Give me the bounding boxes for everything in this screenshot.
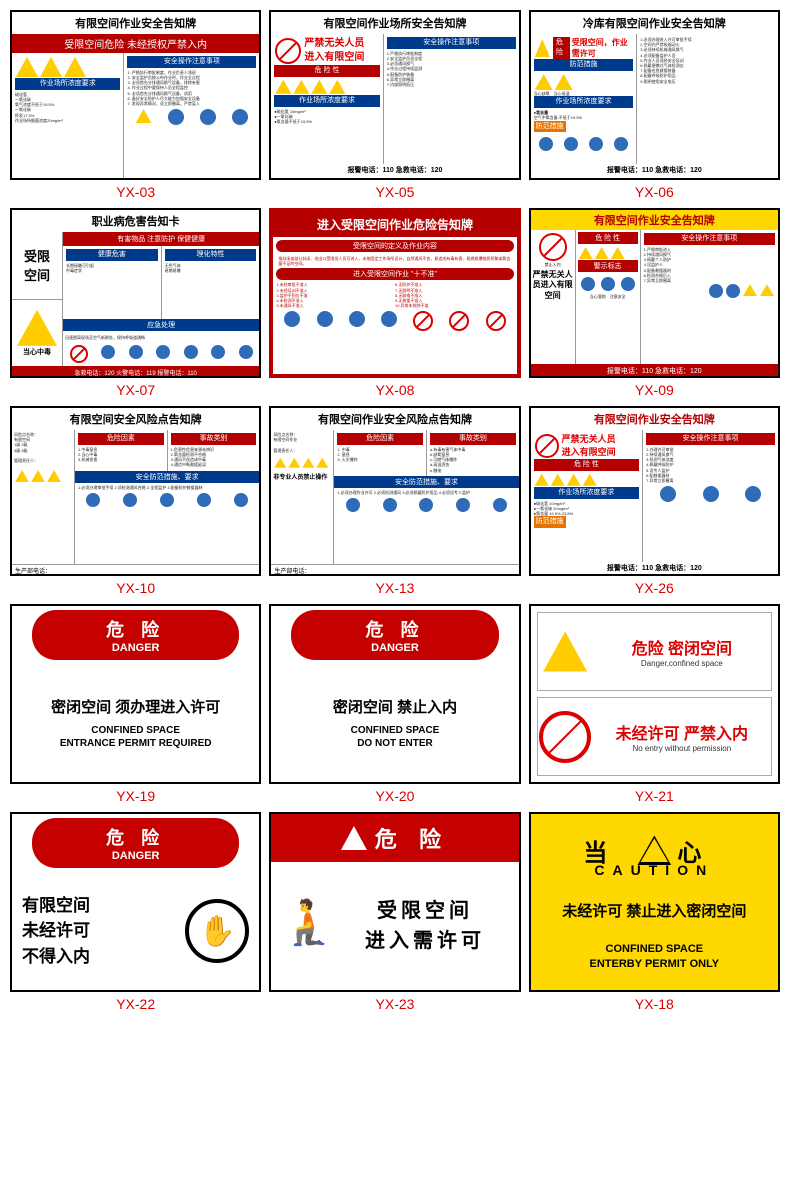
sign-yx10: 有限空间安全风险点告知牌 风险点名称： 有限空间 1级 2级 3级 4级 管理责… xyxy=(10,406,261,576)
card-yx08: 进入受限空间作业危险告知牌 受限空间的定义及作业内容 指封闭或部分封闭、进出口受… xyxy=(269,208,520,398)
warning-triangle-icon xyxy=(341,826,367,850)
card-yx21: 危险 密闭空间Danger,confined space 未经许可 严禁入内No… xyxy=(529,604,780,804)
title: 有限空间作业安全告知牌 xyxy=(12,12,259,34)
sign-yx19: 危 险 DANGER 密闭空间 须办理进入许可 CONFINED SPACE E… xyxy=(10,604,261,784)
sign-yx20: 危 险 DANGER 密闭空间 禁止入内 CONFINED SPACE DO N… xyxy=(269,604,520,784)
card-yx05: 有限空间作业场所安全告知牌 严禁无关人员 进入有限空间 危 险 性 作业场所浓度… xyxy=(269,10,520,200)
card-yx18: 当心 CAUTION 未经许可 禁止进入密闭空间 CONFINED SPACE … xyxy=(529,812,780,1012)
sign-yx08: 进入受限空间作业危险告知牌 受限空间的定义及作业内容 指封闭或部分封闭、进出口受… xyxy=(269,208,520,378)
card-yx20: 危 险 DANGER 密闭空间 禁止入内 CONFINED SPACE DO N… xyxy=(269,604,520,804)
card-yx26: 有限空间作业安全告知牌 严禁无关人员 进入有限空间 危 险 性 作业场所浓度要求… xyxy=(529,406,780,596)
card-yx06: 冷库有限空间作业安全告知牌 危险受限空间，作业需许可 防范措施 当心缺氧 当心低… xyxy=(529,10,780,200)
person-climb-icon: 🧎 xyxy=(281,896,341,956)
subtitle: 受限空间危险 未经授权严禁入内 xyxy=(12,34,259,53)
card-yx13: 有限空间作业安全风险点告知牌 风险点名称： 有限空间作业 管理责任人： 非专业人… xyxy=(269,406,520,596)
sign-yx13: 有限空间作业安全风险点告知牌 风险点名称： 有限空间作业 管理责任人： 非专业人… xyxy=(269,406,520,576)
card-yx10: 有限空间安全风险点告知牌 风险点名称： 有限空间 1级 2级 3级 4级 管理责… xyxy=(10,406,261,596)
label: YX-03 xyxy=(116,184,155,200)
sign-yx05: 有限空间作业场所安全告知牌 严禁无关人员 进入有限空间 危 险 性 作业场所浓度… xyxy=(269,10,520,180)
sign-yx18: 当心 CAUTION 未经许可 禁止进入密闭空间 CONFINED SPACE … xyxy=(529,812,780,992)
sign-yx26: 有限空间作业安全告知牌 严禁无关人员 进入有限空间 危 险 性 作业场所浓度要求… xyxy=(529,406,780,576)
card-yx22: 危 险 DANGER 有限空间 未经许可 不得入内 ✋ YX-22 xyxy=(10,812,261,1012)
sign-grid: 有限空间作业安全告知牌 受限空间危险 未经授权严禁入内 作业场所浓度要求 硫化氢… xyxy=(10,10,780,1012)
sign-yx22: 危 险 DANGER 有限空间 未经许可 不得入内 ✋ xyxy=(10,812,261,992)
danger-header: 危 险 DANGER xyxy=(32,610,239,660)
card-yx23: 危 险 🧎 受限空间 进入需许可 YX-23 xyxy=(269,812,520,1012)
card-yx09: 有限空间作业安全告知牌 禁止入内 严禁无关人员进入有限空间 危 险 性 警示标志… xyxy=(529,208,780,398)
sign-yx07: 职业病危害告知卡 受限 空间 当心中毒 有害物品 注意防护 保健健康 健康危害长… xyxy=(10,208,261,378)
sign-yx21: 危险 密闭空间Danger,confined space 未经许可 严禁入内No… xyxy=(529,604,780,784)
caution-triangle-icon xyxy=(637,835,671,865)
sign-yx06: 冷库有限空间作业安全告知牌 危险受限空间，作业需许可 防范措施 当心缺氧 当心低… xyxy=(529,10,780,180)
sign-yx09: 有限空间作业安全告知牌 禁止入内 严禁无关人员进入有限空间 危 险 性 警示标志… xyxy=(529,208,780,378)
card-yx19: 危 险 DANGER 密闭空间 须办理进入许可 CONFINED SPACE E… xyxy=(10,604,261,804)
card-yx03: 有限空间作业安全告知牌 受限空间危险 未经授权严禁入内 作业场所浓度要求 硫化氢… xyxy=(10,10,261,200)
stop-hand-icon: ✋ xyxy=(185,899,249,963)
card-yx07: 职业病危害告知卡 受限 空间 当心中毒 有害物品 注意防护 保健健康 健康危害长… xyxy=(10,208,261,398)
sign-yx23: 危 险 🧎 受限空间 进入需许可 xyxy=(269,812,520,992)
sign-yx03: 有限空间作业安全告知牌 受限空间危险 未经授权严禁入内 作业场所浓度要求 硫化氢… xyxy=(10,10,261,180)
